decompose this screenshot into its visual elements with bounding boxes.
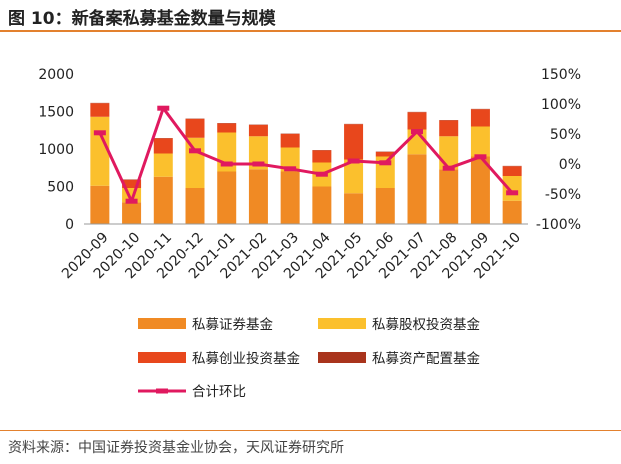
bar-0-2020-10 xyxy=(122,202,142,224)
bars-layer xyxy=(90,102,522,224)
bar-2-2021-10 xyxy=(502,166,522,176)
axes-layer: 0 500 1000 1500 2000 -100% -50% 0% 50% 100% 150% xyxy=(38,67,581,233)
bar-2-2021-06 xyxy=(375,152,395,157)
right-tick-0: 0% xyxy=(559,157,581,173)
bar-0-2021-07 xyxy=(407,154,427,224)
bar-0-2021-04 xyxy=(312,186,332,224)
bar-2-2021-03 xyxy=(280,134,300,148)
bar-0-2021-01 xyxy=(217,171,237,224)
bar-0-2021-09 xyxy=(470,156,490,224)
bar-1-2021-09 xyxy=(470,126,490,157)
line-marker-2021-08 xyxy=(442,165,455,171)
left-tick-2000: 2000 xyxy=(38,67,74,83)
line-marker-2020-09 xyxy=(93,130,106,136)
line-marker-2021-07 xyxy=(411,129,423,135)
legend-label-2: 私募创业投资基金 xyxy=(192,350,300,367)
source-note: 资料来源：中国证券投资基金业协会，天风证券研究所 xyxy=(8,440,344,456)
legend-swatch-3 xyxy=(318,352,366,363)
line-marker-2021-10 xyxy=(506,190,519,196)
bar-2-2020-09 xyxy=(90,103,110,117)
right-tick-150: 150% xyxy=(541,67,581,83)
bar-2-2021-01 xyxy=(217,123,237,133)
bar-0-2021-06 xyxy=(375,188,395,224)
bar-0-2021-05 xyxy=(344,193,364,224)
legend-label-4: 合计环比 xyxy=(192,384,246,400)
legend-swatch-1 xyxy=(318,318,366,329)
left-tick-500: 500 xyxy=(47,180,74,196)
bar-1-2021-02 xyxy=(248,136,268,170)
left-tick-0: 0 xyxy=(65,217,74,233)
bottom-rule xyxy=(0,430,621,431)
stacked-bar-line-chart: 0 500 1000 1500 2000 -100% -50% 0% 50% 100% 150% 2… xyxy=(38,67,581,400)
line-marker-2021-06 xyxy=(379,160,392,166)
bar-0-2020-11 xyxy=(153,176,173,224)
right-tick--100: -100% xyxy=(536,217,581,233)
legend-label-3: 私募资产配置基金 xyxy=(372,350,480,367)
bar-0-2020-12 xyxy=(185,188,205,224)
bar-1-2020-12 xyxy=(185,137,205,188)
line-marker-2021-05 xyxy=(347,158,360,164)
line-marker-2021-04 xyxy=(315,171,328,177)
bar-0-2021-10 xyxy=(502,200,522,224)
line-marker-2020-10 xyxy=(125,198,138,204)
bar-2-2020-12 xyxy=(185,119,205,138)
bar-2-2021-05 xyxy=(344,124,364,160)
top-rule xyxy=(0,30,621,32)
line-marker-2020-11 xyxy=(157,105,170,111)
left-tick-1000: 1000 xyxy=(38,142,74,158)
bar-1-2021-10 xyxy=(502,176,522,201)
line-marker-2021-01 xyxy=(220,161,233,167)
bar-2-2021-07 xyxy=(407,112,427,130)
bar-0-2020-09 xyxy=(90,185,110,224)
line-series-path xyxy=(98,106,514,203)
line-layer xyxy=(93,105,519,204)
bar-0-2021-02 xyxy=(248,169,268,224)
legend-label-1: 私募股权投资基金 xyxy=(372,316,480,333)
bar-1-2020-09 xyxy=(90,116,110,186)
bar-2-2021-09 xyxy=(470,109,490,127)
right-tick-100: 100% xyxy=(541,97,581,113)
bar-2-2021-08 xyxy=(439,120,459,137)
bar-0-2021-08 xyxy=(439,169,459,224)
bar-2-2021-04 xyxy=(312,150,332,163)
bar-2-2020-10 xyxy=(122,179,142,188)
legend-label-0: 私募证券基金 xyxy=(192,316,273,333)
legend-swatch-0 xyxy=(138,318,186,329)
bar-0-2021-03 xyxy=(280,171,300,224)
bar-1-2021-05 xyxy=(344,159,364,194)
bar-1-2020-11 xyxy=(153,153,173,177)
line-marker-2021-02 xyxy=(252,161,265,167)
bar-1-2021-03 xyxy=(280,147,300,172)
bar-2-2021-02 xyxy=(248,125,268,137)
right-tick--50: -50% xyxy=(545,187,581,203)
x-tick-labels: 2020-092020-102020-112020-122021-012021-… xyxy=(59,229,524,282)
right-tick-50: 50% xyxy=(550,127,581,143)
line-marker-2020-12 xyxy=(189,148,201,154)
bar-2-2020-11 xyxy=(153,138,173,154)
line-marker-2021-03 xyxy=(284,166,297,172)
figure-title: 图 10：新备案私募基金数量与规模 xyxy=(8,9,276,29)
legend-swatch-2 xyxy=(138,352,186,363)
legend-swatch-marker xyxy=(156,388,168,394)
left-tick-1500: 1500 xyxy=(38,105,74,121)
line-marker-2021-09 xyxy=(474,154,487,160)
